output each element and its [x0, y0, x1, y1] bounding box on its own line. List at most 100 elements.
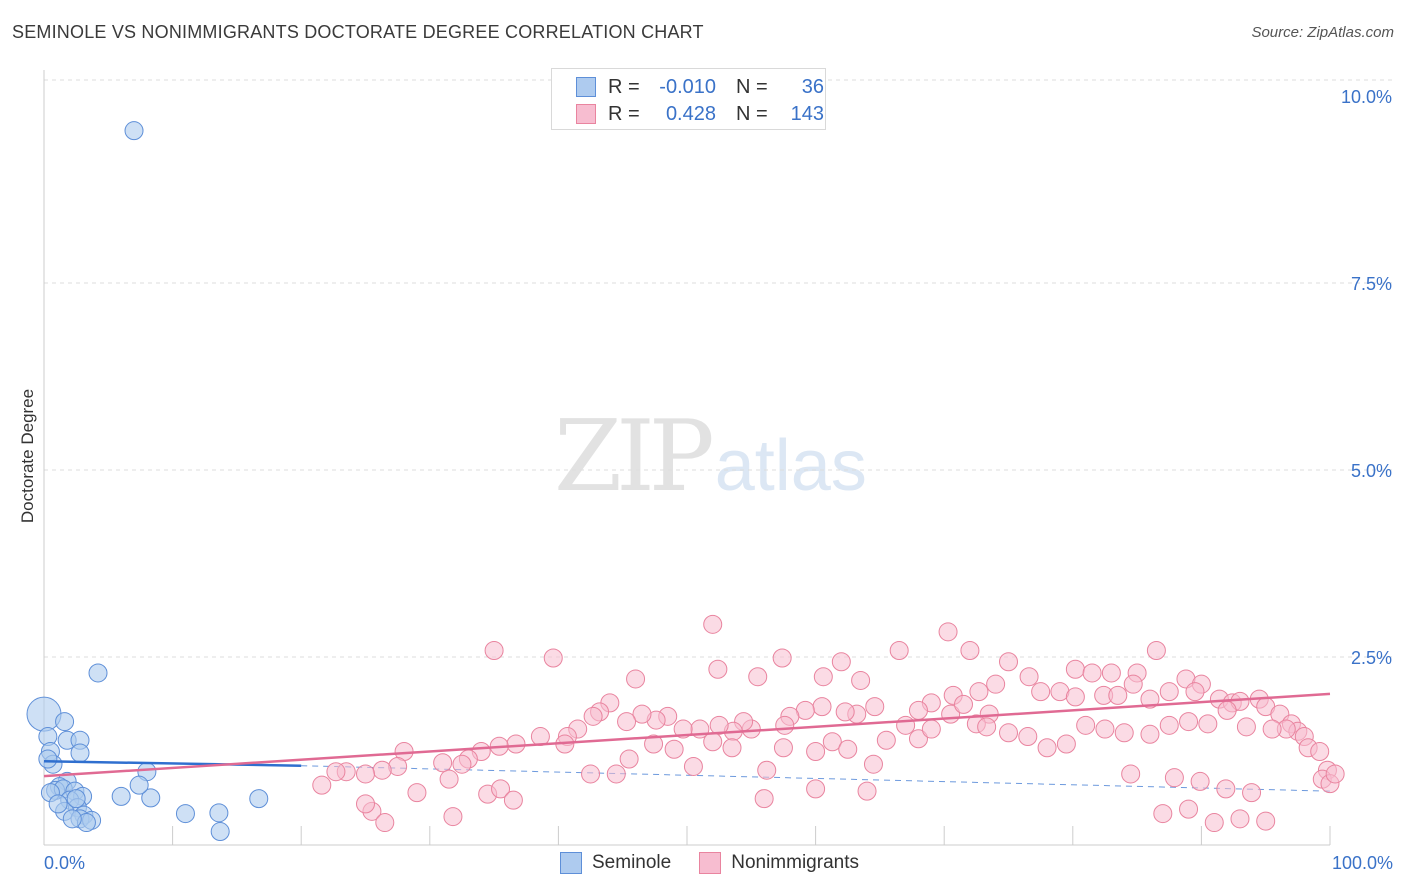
nonimmigrants-point — [1153, 804, 1173, 824]
nonimmigrants-point — [1179, 712, 1199, 732]
nonimmigrants-point — [876, 730, 896, 750]
nonimmigrants-point — [372, 760, 392, 780]
stats-legend: R = -0.010 N = 36 R = 0.428 N = 143 — [551, 68, 826, 130]
legend-label-nonimmigrants: Nonimmigrants — [731, 852, 859, 873]
nonimmigrants-point — [908, 700, 928, 720]
nonimmigrants-point — [543, 648, 563, 668]
nonimmigrants-point — [806, 779, 826, 799]
nonimmigrants-point — [977, 717, 997, 737]
nonimmigrants-point — [938, 622, 958, 642]
nonimmigrants-point — [626, 669, 646, 689]
nonimmigrants-point — [1140, 724, 1160, 744]
nonimmigrants-point — [1056, 734, 1076, 754]
nonimmigrants-point — [606, 764, 626, 784]
nonimmigrants-point — [838, 739, 858, 759]
nonimmigrants-point — [772, 648, 792, 668]
seminole-swatch — [576, 77, 596, 97]
y-tick-label: 7.5% — [1351, 274, 1392, 294]
nonimmigrants-point — [960, 641, 980, 661]
seminole-point — [249, 789, 269, 809]
seminole-point — [48, 794, 68, 814]
nonimmigrants-point — [857, 781, 877, 801]
legend-row-seminole: R = -0.010 N = 36 — [576, 75, 824, 99]
nonimmigrants-point — [312, 775, 332, 795]
nonimmigrants-point — [1262, 719, 1282, 739]
watermark-atlas: atlas — [714, 426, 867, 506]
seminole-point — [209, 803, 229, 823]
nonimmigrants-point — [484, 641, 504, 661]
nonimmigrants-point — [775, 715, 795, 735]
nonimmigrants-point — [863, 754, 883, 774]
nonimmigrants-point — [1236, 717, 1256, 737]
seminole-point — [70, 743, 90, 763]
nonimmigrants-point — [433, 753, 453, 773]
nonimmigrants-point — [1256, 811, 1276, 831]
nonimmigrants-point — [1114, 723, 1134, 743]
nonimmigrants-point — [822, 732, 842, 752]
legend-row-nonimmigrants: R = 0.428 N = 143 — [576, 102, 824, 126]
nonimmigrants-point — [1242, 783, 1262, 803]
r-value: 0.428 — [665, 102, 716, 125]
nonimmigrants-point — [1146, 641, 1166, 661]
nonimmigrants-point — [1101, 663, 1121, 683]
nonimmigrants-point — [506, 734, 526, 754]
seminole-point — [66, 789, 86, 809]
gridlines — [44, 79, 1392, 658]
tick-labels: 2.5% 5.0% 7.5% 10.0% 0.0% 100.0% — [44, 87, 1393, 873]
legend-item-seminole[interactable]: Seminole — [560, 852, 671, 874]
nonimmigrants-point — [581, 764, 601, 784]
nonimmigrants-point — [773, 738, 793, 758]
nonimmigrants-point — [632, 704, 652, 724]
seminole-point — [38, 749, 58, 769]
nonimmigrants-swatch — [576, 104, 596, 124]
r-label: R = — [608, 102, 640, 125]
nonimmigrants-point — [1037, 738, 1057, 758]
nonimmigrants-point — [503, 790, 523, 810]
nonimmigrants-point — [1217, 700, 1237, 720]
nonimmigrants-point — [1198, 714, 1218, 734]
source-label: Source: ZipAtlas.com — [1251, 24, 1394, 41]
nonimmigrants-point — [1159, 682, 1179, 702]
nonimmigrants-point — [831, 652, 851, 672]
n-label: N = — [736, 102, 768, 125]
nonimmigrants-point — [748, 667, 768, 687]
nonimmigrants-point — [617, 712, 637, 732]
y-tick-label: 5.0% — [1351, 461, 1392, 481]
series-legend: Seminole Nonimmigrants — [560, 852, 887, 874]
nonimmigrants-point — [703, 732, 723, 752]
nonimmigrants-point — [443, 807, 463, 827]
nonimmigrants-point — [326, 762, 346, 782]
nonimmigrants-point — [703, 614, 723, 634]
seminole-swatch — [560, 852, 582, 874]
nonimmigrants-point — [1095, 719, 1115, 739]
r-label: R = — [608, 75, 640, 98]
nonimmigrants-point — [664, 739, 684, 759]
nonimmigrants-point — [1230, 809, 1250, 829]
nonimmigrants-point — [1065, 687, 1085, 707]
watermark: ZIPatlas — [554, 400, 867, 514]
seminole-point — [26, 696, 62, 732]
nonimmigrants-point — [407, 783, 427, 803]
nonimmigrants-point — [969, 682, 989, 702]
nonimmigrants-point — [813, 667, 833, 687]
legend-item-nonimmigrants[interactable]: Nonimmigrants — [699, 852, 859, 874]
nonimmigrants-point — [375, 813, 395, 833]
nonimmigrants-point — [889, 641, 909, 661]
y-axis-label: Doctorate Degree — [18, 388, 37, 524]
seminole-point — [62, 809, 82, 829]
seminole-point — [141, 788, 161, 808]
nonimmigrants-point — [986, 674, 1006, 694]
seminole-point — [175, 804, 195, 824]
seminole-point — [129, 775, 149, 795]
nonimmigrants-point — [1140, 689, 1160, 709]
nonimmigrants-point — [491, 779, 511, 799]
nonimmigrants-point — [673, 719, 693, 739]
nonimmigrants-point — [865, 697, 885, 717]
nonimmigrants-point — [1123, 674, 1143, 694]
nonimmigrants-point — [921, 719, 941, 739]
nonimmigrants-point — [851, 670, 871, 690]
seminole-point — [124, 121, 144, 141]
nonimmigrants-point — [806, 742, 826, 761]
nonimmigrants-point — [953, 694, 973, 714]
